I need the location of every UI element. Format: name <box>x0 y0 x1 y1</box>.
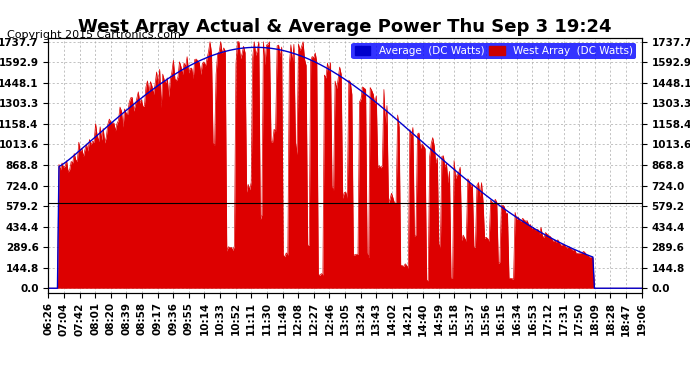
Title: West Array Actual & Average Power Thu Sep 3 19:24: West Array Actual & Average Power Thu Se… <box>78 18 612 36</box>
Legend: Average  (DC Watts), West Array  (DC Watts): Average (DC Watts), West Array (DC Watts… <box>351 43 636 59</box>
Text: Copyright 2015 Cartronics.com: Copyright 2015 Cartronics.com <box>7 30 181 39</box>
